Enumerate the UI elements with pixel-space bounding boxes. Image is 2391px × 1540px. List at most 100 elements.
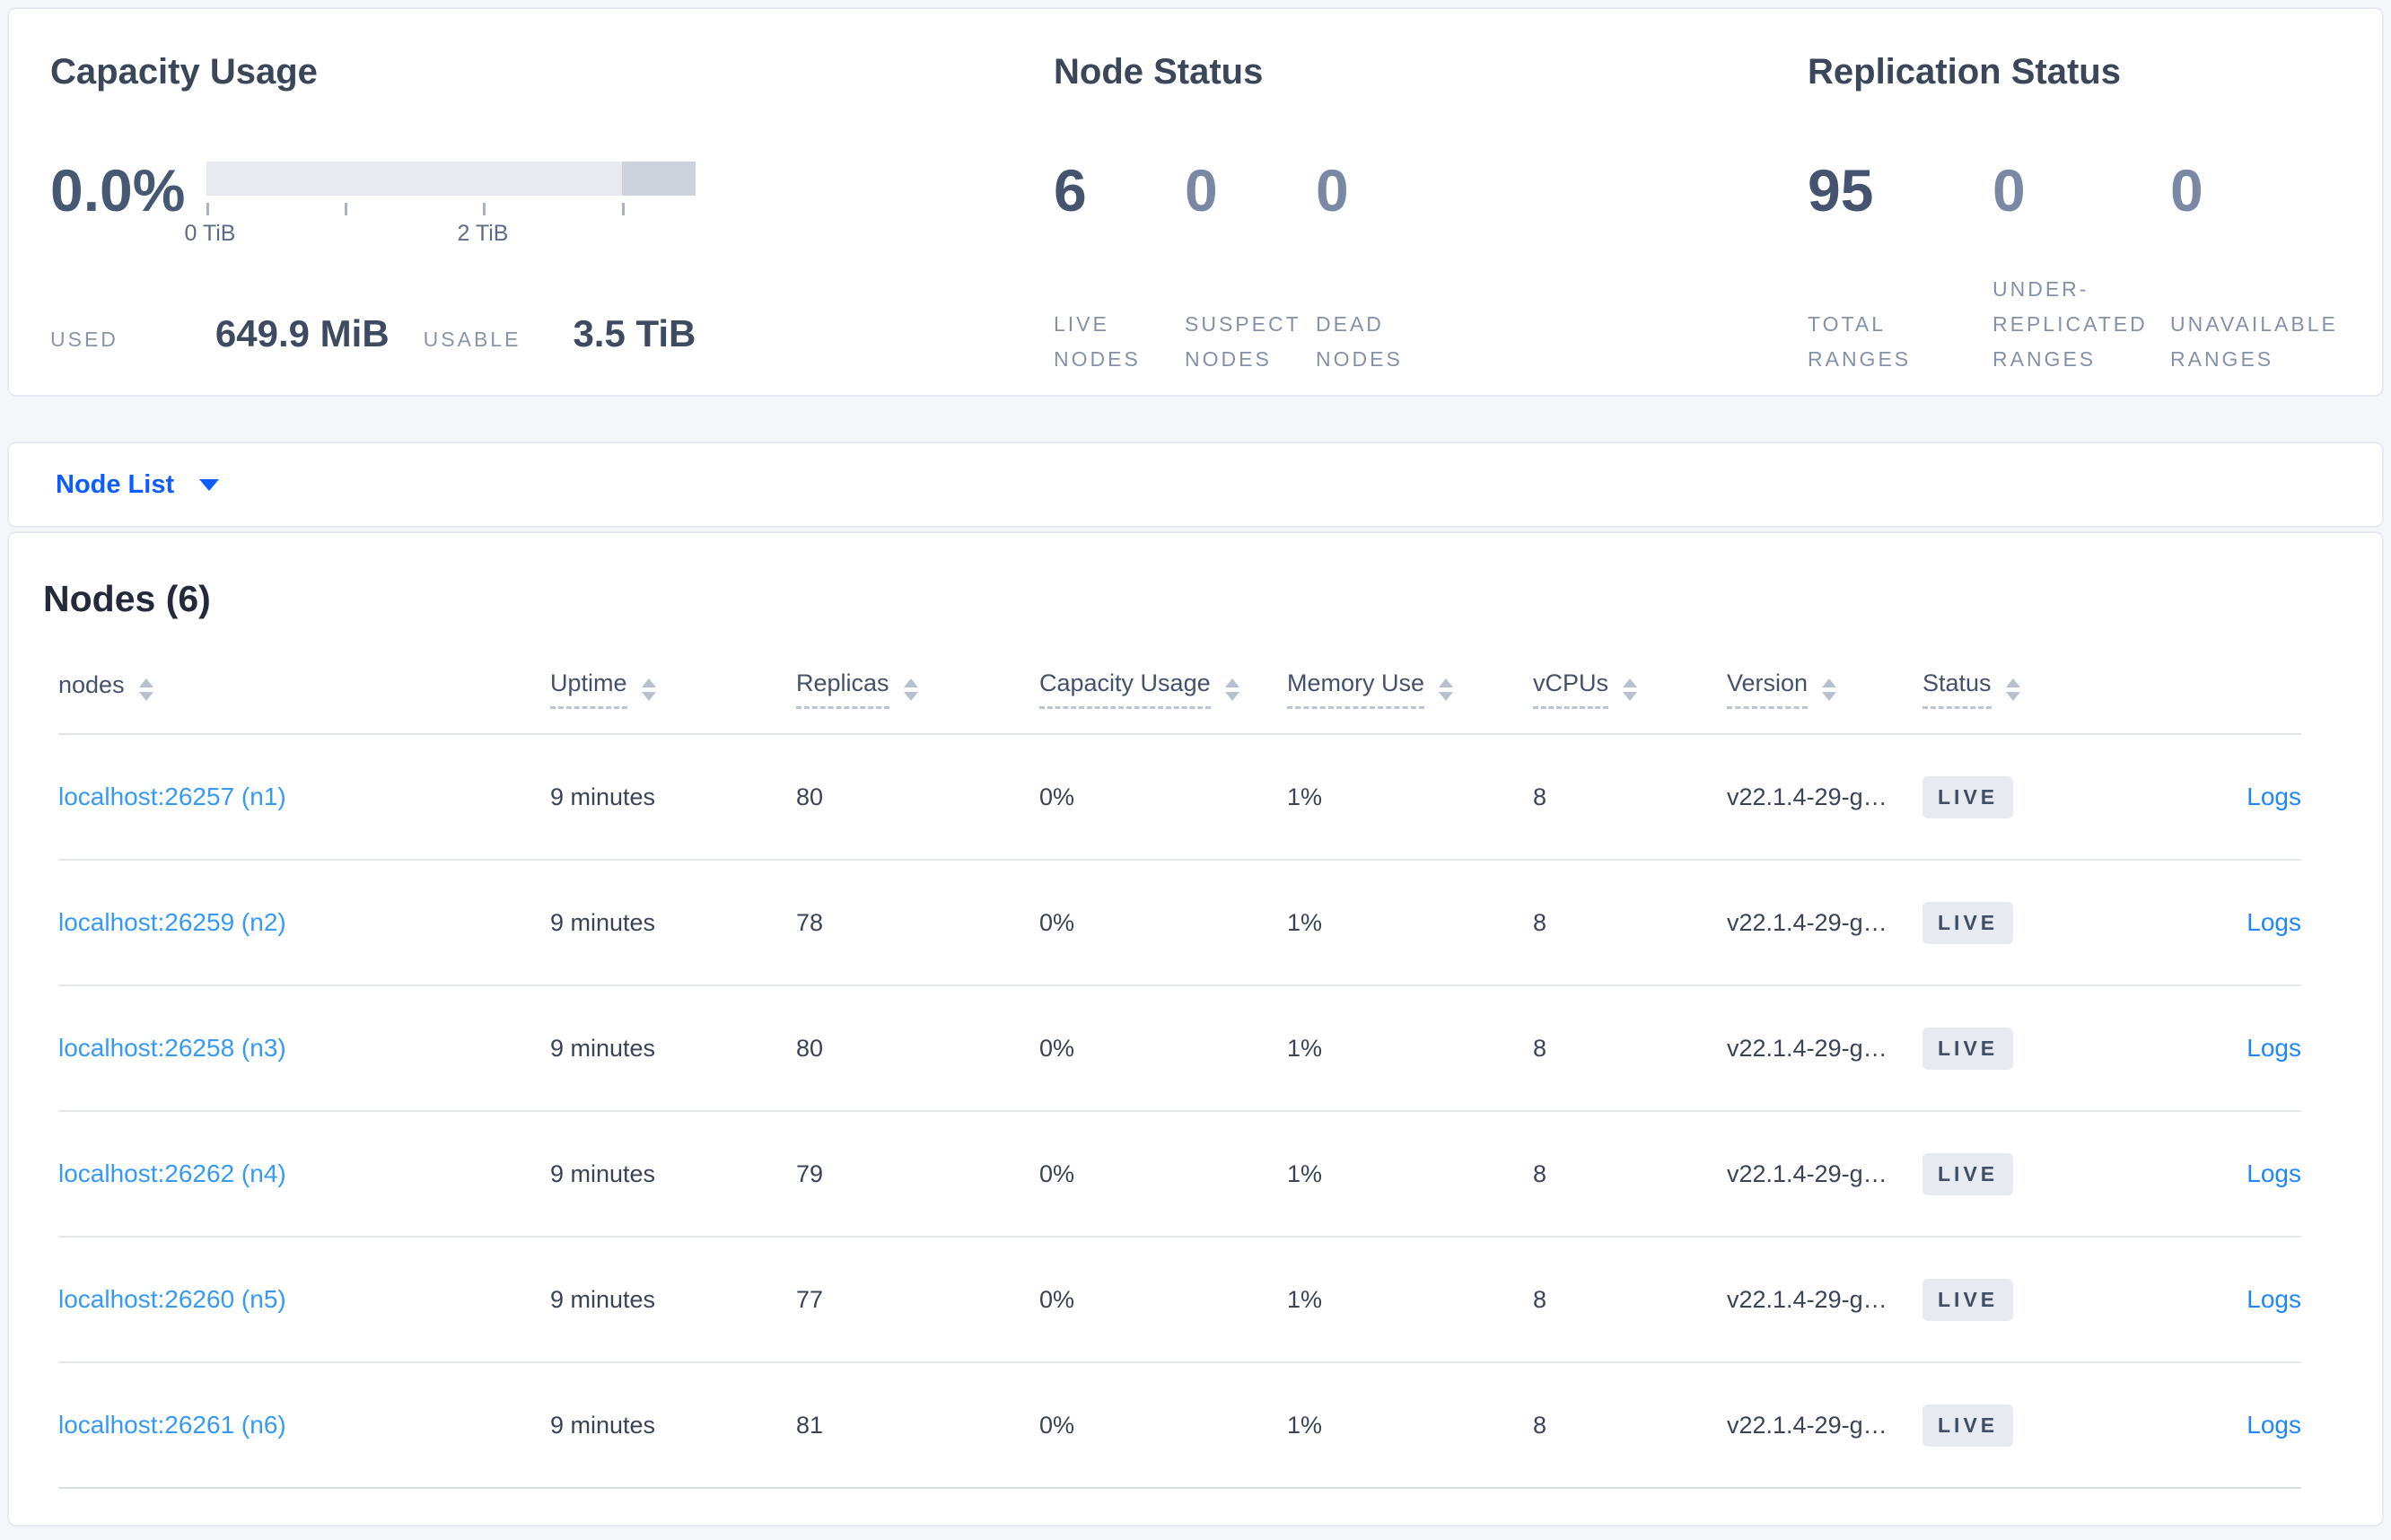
cluster-summary-card: Capacity Usage 0.0% 0 TiB 2 TiB	[7, 7, 2384, 397]
table-row: localhost:26262 (n4) 9 minutes 79 0% 1% …	[58, 1112, 2301, 1238]
sort-icon[interactable]	[903, 678, 918, 701]
column-header-capacity-usage[interactable]: Capacity Usage	[1039, 669, 1287, 709]
version-cell: v22.1.4-29-g…	[1727, 1034, 1887, 1062]
replicas-cell: 80	[796, 1034, 824, 1062]
axis-tick	[206, 203, 209, 215]
sort-icon[interactable]	[138, 678, 153, 701]
logs-link[interactable]: Logs	[2246, 1159, 2301, 1187]
table-row: localhost:26260 (n5) 9 minutes 77 0% 1% …	[58, 1238, 2301, 1363]
unavailable-ranges-label: UNAVAILABLE RANGES	[2170, 312, 2338, 371]
suspect-nodes-value: 0	[1185, 157, 1218, 223]
sort-icon[interactable]	[1822, 678, 1837, 701]
nodes-table-card: Nodes (6) nodes Uptime Replicas Capacity…	[7, 531, 2384, 1527]
column-header-uptime[interactable]: Uptime	[550, 669, 796, 709]
under-replicated-ranges-label: UNDER-REPLICATED RANGES	[1992, 277, 2148, 371]
node-link[interactable]: localhost:26259 (n2)	[58, 908, 286, 936]
capacity-axis-labels: 0 TiB 2 TiB	[185, 221, 696, 248]
node-status-stats: 6 LIVE NODES 0 SUSPECT NODES 0 DEAD NODE…	[1054, 160, 1808, 377]
vcpus-cell: 8	[1533, 1034, 1547, 1062]
node-link[interactable]: localhost:26262 (n4)	[58, 1159, 286, 1187]
column-header-nodes[interactable]: nodes	[58, 671, 550, 708]
node-link[interactable]: localhost:26261 (n6)	[58, 1411, 286, 1439]
unavailable-ranges-value: 0	[2170, 157, 2203, 223]
usable-label: USABLE	[423, 328, 521, 351]
unavailable-ranges-stat: 0 UNAVAILABLE RANGES	[2170, 160, 2353, 377]
dead-nodes-stat: 0 DEAD NODES	[1316, 160, 1447, 377]
logs-link[interactable]: Logs	[2246, 1285, 2301, 1313]
sort-icon[interactable]	[2005, 678, 2020, 701]
column-header-memory-use[interactable]: Memory Use	[1287, 669, 1533, 709]
uptime-cell: 9 minutes	[550, 1159, 656, 1187]
node-link[interactable]: localhost:26258 (n3)	[58, 1034, 286, 1062]
logs-link[interactable]: Logs	[2246, 783, 2301, 810]
version-cell: v22.1.4-29-g…	[1727, 1285, 1887, 1313]
vcpus-cell: 8	[1533, 783, 1547, 810]
table-row: localhost:26258 (n3) 9 minutes 80 0% 1% …	[58, 986, 2301, 1112]
dead-nodes-label: DEAD NODES	[1316, 312, 1403, 371]
live-nodes-label: LIVE NODES	[1054, 312, 1141, 371]
version-cell: v22.1.4-29-g…	[1727, 783, 1887, 810]
status-badge: LIVE	[1922, 1152, 2014, 1195]
memory-cell: 1%	[1287, 1159, 1323, 1187]
axis-tick	[345, 203, 347, 215]
version-cell: v22.1.4-29-g…	[1727, 1411, 1887, 1439]
node-link[interactable]: localhost:26260 (n5)	[58, 1285, 286, 1313]
column-header-status[interactable]: Status	[1922, 669, 2156, 709]
status-badge: LIVE	[1922, 1027, 2014, 1070]
view-selector-bar: Node List	[7, 442, 2384, 528]
capacity-usage-title: Capacity Usage	[50, 52, 318, 92]
replicas-cell: 78	[796, 908, 824, 936]
axis-tick-label: 2 TiB	[457, 221, 509, 246]
sort-icon[interactable]	[1439, 678, 1454, 701]
axis-tick	[483, 203, 486, 215]
capacity-bar-dark-segment	[622, 162, 696, 196]
status-badge: LIVE	[1922, 1404, 2014, 1447]
node-status-title: Node Status	[1054, 52, 1264, 92]
status-badge: LIVE	[1922, 1278, 2014, 1321]
node-list-dropdown[interactable]: Node List	[56, 469, 175, 499]
sort-icon[interactable]	[1224, 678, 1239, 701]
vcpus-cell: 8	[1533, 1285, 1547, 1313]
nodes-table: nodes Uptime Replicas Capacity Usage Mem…	[58, 645, 2301, 1489]
sort-icon[interactable]	[641, 678, 656, 701]
uptime-cell: 9 minutes	[550, 908, 656, 936]
replication-status-section: Replication Status 95 TOTAL RANGES 0 UND…	[1808, 9, 2382, 395]
sort-icon[interactable]	[1623, 678, 1638, 701]
vcpus-cell: 8	[1533, 908, 1547, 936]
live-nodes-value: 6	[1054, 157, 1087, 223]
uptime-cell: 9 minutes	[550, 1411, 656, 1439]
uptime-cell: 9 minutes	[550, 783, 656, 810]
version-cell: v22.1.4-29-g…	[1727, 1159, 1887, 1187]
capacity-cell: 0%	[1039, 1285, 1075, 1313]
capacity-cell: 0%	[1039, 1411, 1075, 1439]
table-row: localhost:26259 (n2) 9 minutes 78 0% 1% …	[58, 861, 2301, 986]
table-row: localhost:26261 (n6) 9 minutes 81 0% 1% …	[58, 1363, 2301, 1489]
nodes-title: Nodes (6)	[43, 578, 211, 619]
column-header-version[interactable]: Version	[1727, 669, 1922, 709]
memory-cell: 1%	[1287, 1034, 1323, 1062]
logs-link[interactable]: Logs	[2246, 908, 2301, 936]
chevron-down-icon[interactable]	[199, 478, 220, 491]
memory-cell: 1%	[1287, 1285, 1323, 1313]
replication-stats: 95 TOTAL RANGES 0 UNDER-REPLICATED RANGE…	[1808, 160, 2382, 377]
memory-cell: 1%	[1287, 783, 1323, 810]
logs-link[interactable]: Logs	[2246, 1411, 2301, 1439]
capacity-bar-block: 0 TiB 2 TiB	[185, 162, 696, 248]
used-label: USED	[50, 328, 118, 351]
memory-cell: 1%	[1287, 1411, 1323, 1439]
memory-cell: 1%	[1287, 908, 1323, 936]
suspect-nodes-stat: 0 SUSPECT NODES	[1185, 160, 1316, 377]
capacity-cell: 0%	[1039, 1159, 1075, 1187]
status-badge: LIVE	[1922, 775, 2014, 818]
table-header-row: nodes Uptime Replicas Capacity Usage Mem…	[58, 645, 2301, 735]
node-link[interactable]: localhost:26257 (n1)	[58, 783, 286, 810]
logs-link[interactable]: Logs	[2246, 1034, 2301, 1062]
column-header-vcpus[interactable]: vCPUs	[1533, 669, 1727, 709]
axis-tick-label: 0 TiB	[184, 221, 236, 246]
capacity-cell: 0%	[1039, 1034, 1075, 1062]
under-replicated-ranges-value: 0	[1992, 157, 2026, 223]
capacity-metrics: USED 649.9 MiB USABLE 3.5 TiB	[50, 312, 1054, 355]
axis-tick	[622, 203, 625, 215]
column-header-replicas[interactable]: Replicas	[796, 669, 1039, 709]
status-badge: LIVE	[1922, 901, 2014, 944]
